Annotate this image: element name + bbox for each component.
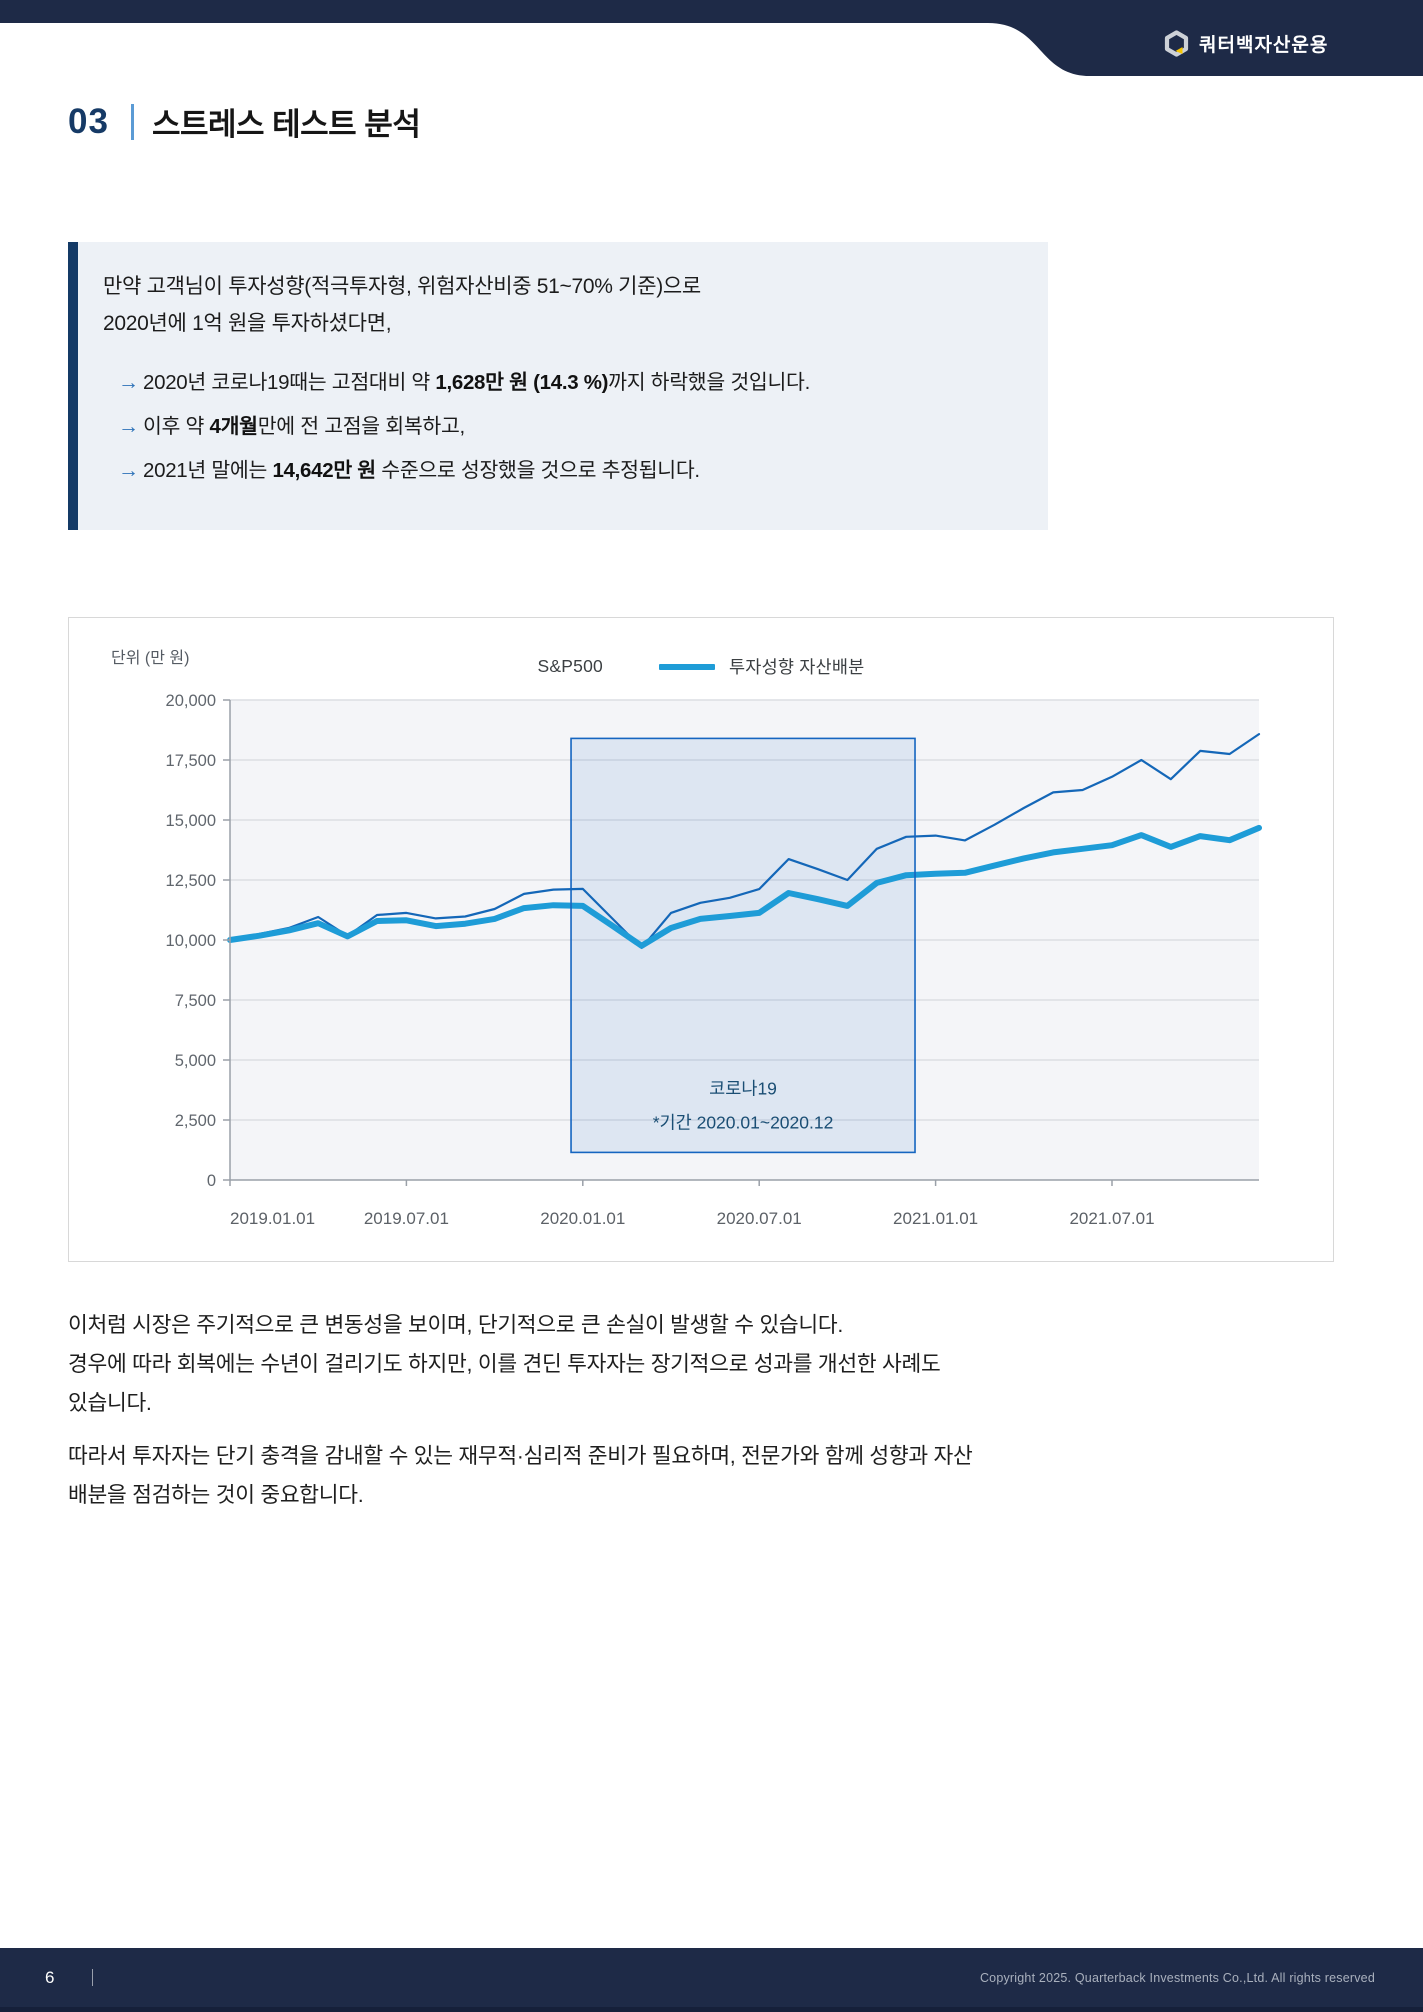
bullet-text: 2021년 말에는 14,642만 원 수준으로 성장했을 것으로 추정됩니다. [143,459,700,482]
chart-legend: S&P500 투자성향 자산배분 [69,654,1333,679]
bullet-arrow-icon: → [118,371,139,394]
y-tick-label-17500: 17,500 [166,752,216,770]
legend-label: S&P500 [537,656,603,676]
body-text: 이처럼 시장은 주기적으로 큰 변동성을 보이며, 단기적으로 큰 손실이 발생… [68,1306,1378,1529]
paragraph-line: 배분을 점검하는 것이 중요합니다. [68,1483,364,1507]
y-tick-label-0: 0 [207,1172,216,1190]
series-line-1 [228,732,1261,949]
footer-separator [92,1969,94,1986]
bullet-arrow-icon: → [118,459,139,482]
covid-highlight-region [571,738,916,1153]
page-number: 6 [45,1967,55,1987]
bullet-text: 이후 약 4개월만에 전 고점을 회복하고, [143,415,465,438]
page-footer: 6 Copyright 2025. Quarterback Investment… [0,1948,1423,2012]
stress-test-chart-card: 단위 (만 원) S&P500 투자성향 자산배분 코로나19 *기간 2020.0… [68,617,1334,1262]
body-paragraph-2: 따라서 투자자는 단기 충격을 감내할 수 있는 재무적·심리적 준비가 필요하… [68,1437,1378,1515]
section-number: 03 [68,101,109,141]
copyright-text: Copyright 2025. Quarterback Investments … [979,1970,1375,1985]
summary-bullet-3: → 2021년 말에는 14,642만 원 수준으로 성장했을 것으로 추정됩니다… [103,456,1018,485]
covid-highlight-border [570,737,916,1154]
bullet-text: 2020년 코로나19때는 고점대비 약 1,628만 원 (14.3 %)까지… [143,371,810,394]
legend-item-1: S&P500 [538,656,603,677]
paragraph-line: 있습니다. [68,1391,152,1415]
x-tick-label-1: 2019.07.01 [364,1209,449,1228]
x-tick-label-3: 2020.07.01 [717,1209,802,1228]
header-band [0,0,1423,76]
chart-unit-label: 단위 (만 원) [111,650,190,667]
legend-line-marker [658,663,715,670]
bullet-arrow-icon: → [118,415,139,438]
title-divider [130,103,134,140]
y-tick-label-7500: 7,500 [175,992,216,1010]
quarterback-logo-icon [1164,30,1189,57]
series-line-2 [227,824,1262,949]
footer-left: 6 [45,1967,94,1988]
summary-bullet-2: → 이후 약 4개월만에 전 고점을 회복하고, [103,412,1018,441]
y-tick-label-12500: 12,500 [166,872,216,890]
body-paragraph-1: 이처럼 시장은 주기적으로 큰 변동성을 보이며, 단기적으로 큰 손실이 발생… [68,1306,1378,1423]
covid-label-line2: *기간 2020.01~2020.12 [653,1112,834,1132]
paragraph-line: 경우에 따라 회복에는 수년이 걸리기도 하지만, 이를 견딘 투자자는 장기적… [68,1352,941,1376]
logo-text: 쿼터백자산운용 [1199,35,1329,56]
y-tick-label-2500: 2,500 [175,1112,216,1130]
x-tick-label-0: 2019.01.01 [230,1209,315,1228]
paragraph-line: 따라서 투자자는 단기 충격을 감내할 수 있는 재무적·심리적 준비가 필요하… [68,1444,973,1468]
x-tick-label-2: 2020.01.01 [540,1209,625,1228]
summary-intro-line1: 만약 고객님이 투자성향(적극투자형, 위험자산비중 51~70% 기준)으로 [103,275,701,298]
section-title-text: 스트레스 테스트 분석 [151,107,421,142]
x-tick-label-5: 2021.07.01 [1069,1209,1154,1228]
company-logo: 쿼터백자산운용 [1163,30,1328,57]
section-title: 03 스트레스 테스트 분석 [68,99,421,144]
summary-bullet-list: → 2020년 코로나19때는 고점대비 약 1,628만 원 (14.3 %)까… [103,368,1018,485]
summary-info-box: 만약 고객님이 투자성향(적극투자형, 위험자산비중 51~70% 기준)으로 … [68,242,1048,530]
x-tick-label-4: 2021.01.01 [893,1209,978,1228]
y-tick-label-10000: 10,000 [166,932,216,950]
covid-label-line1: 코로나19 [709,1078,777,1098]
paragraph-line: 이처럼 시장은 주기적으로 큰 변동성을 보이며, 단기적으로 큰 손실이 발생… [68,1313,844,1337]
y-tick-label-15000: 15,000 [166,812,216,830]
legend-item-2: 투자성향 자산배분 [658,654,865,679]
summary-intro-line2: 2020년에 1억 원을 투자하셨다면, [103,312,392,335]
legend-label: 투자성향 자산배분 [728,657,865,677]
y-tick-label-5000: 5,000 [175,1052,216,1070]
stress-test-line-chart: 코로나19 *기간 2020.01~2020.12 0 2,500 5,000 7,500… [166,692,1262,1228]
y-tick-label-20000: 20,000 [166,692,216,710]
summary-bullet-1: → 2020년 코로나19때는 고점대비 약 1,628만 원 (14.3 %)까… [103,368,1018,397]
